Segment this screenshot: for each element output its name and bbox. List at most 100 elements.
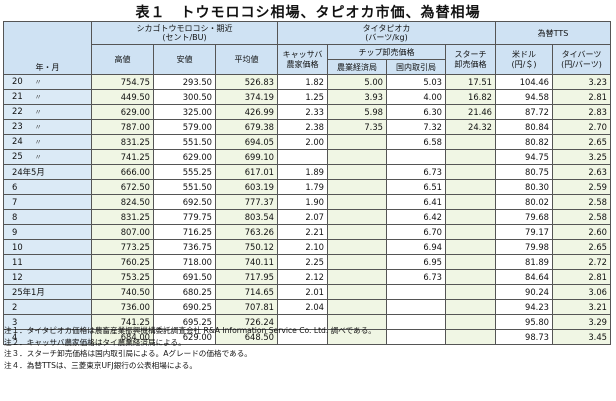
cell-starch xyxy=(445,284,496,300)
cell-high: 753.25 xyxy=(91,269,154,285)
row-label: 25 〃 xyxy=(3,149,92,165)
cell-high: 741.25 xyxy=(91,314,154,330)
cell-low: 779.75 xyxy=(153,209,216,225)
cell-dom: 4.00 xyxy=(386,89,446,105)
cell-agri xyxy=(327,269,387,285)
header-low: 安値 xyxy=(153,44,216,75)
header-avg: 平均値 xyxy=(215,44,278,75)
cell-high: 449.50 xyxy=(91,89,154,105)
cell-low: 579.00 xyxy=(153,119,216,135)
header-high: 高値 xyxy=(91,44,154,75)
cell-usd: 81.89 xyxy=(495,254,553,270)
cell-cassava: 2.12 xyxy=(277,269,328,285)
table-row: 21 〃 449.50 300.50 374.19 1.25 3.93 4.00 16.82 94… xyxy=(3,89,611,105)
table-title: 表１ トウモロコシ相場、タピオカ市価、為替相場 xyxy=(135,5,481,21)
table-row: 12 753.25 691.50 717.95 2.12 6.73 84.64 2.81 xyxy=(3,269,611,285)
header-baht-b: (円/バーツ) xyxy=(561,59,602,69)
cell-dom: 7.32 xyxy=(386,119,446,135)
row-ditto-mark: 〃 xyxy=(34,123,42,131)
cell-baht: 3.29 xyxy=(552,314,611,330)
cell-high: 760.25 xyxy=(91,254,154,270)
cell-baht: 2.60 xyxy=(552,224,611,240)
table-row: 7 824.50 692.50 777.37 1.90 6.41 80.02 2.58 xyxy=(3,194,611,210)
cell-usd: 80.02 xyxy=(495,194,553,210)
cell-dom: 6.42 xyxy=(386,209,446,225)
cell-dom: 6.30 xyxy=(386,104,446,120)
cell-starch xyxy=(445,224,496,240)
table-row: 22 〃 629.00 325.00 426.99 2.33 5.98 6.30 21.46 87… xyxy=(3,104,611,120)
cell-usd: 104.46 xyxy=(495,74,553,90)
row-label: 11 xyxy=(3,254,92,270)
cell-starch: 16.82 xyxy=(445,89,496,105)
cell-avg: 603.19 xyxy=(215,179,278,195)
cell-agri xyxy=(327,239,387,255)
cell-high: 740.50 xyxy=(91,284,154,300)
cell-agri xyxy=(327,329,387,345)
cell-cassava: 2.01 xyxy=(277,284,328,300)
row-ditto-mark: 〃 xyxy=(34,138,42,146)
cell-agri: 5.98 xyxy=(327,104,387,120)
cell-low: 325.00 xyxy=(153,104,216,120)
cell-usd: 79.98 xyxy=(495,239,553,255)
table-row: 24年5月 666.00 555.25 617.01 1.89 6.73 80.75 2.63 xyxy=(3,164,611,180)
row-ditto-mark: 〃 xyxy=(34,153,42,161)
cell-agri xyxy=(327,164,387,180)
cell-dom: 6.58 xyxy=(386,134,446,150)
cell-baht: 3.21 xyxy=(552,299,611,315)
cell-baht: 2.81 xyxy=(552,89,611,105)
cell-low: 555.25 xyxy=(153,164,216,180)
row-year: 4 xyxy=(12,331,18,342)
cell-cassava: 1.82 xyxy=(277,74,328,90)
cell-avg: 426.99 xyxy=(215,104,278,120)
cell-starch xyxy=(445,134,496,150)
cell-agri xyxy=(327,254,387,270)
cell-avg: 526.83 xyxy=(215,74,278,90)
header-fx: 為替TTS xyxy=(495,21,611,45)
cell-high: 672.50 xyxy=(91,179,154,195)
cell-cassava: 2.33 xyxy=(277,104,328,120)
cell-dom xyxy=(386,299,446,315)
cell-avg: 763.26 xyxy=(215,224,278,240)
cell-avg: 648.50 xyxy=(215,329,278,345)
header-thai-label: タイタピオカ xyxy=(362,23,411,33)
cell-starch xyxy=(445,164,496,180)
row-year: 6 xyxy=(12,181,18,192)
cell-high: 736.00 xyxy=(91,299,154,315)
cell-baht: 2.63 xyxy=(552,164,611,180)
cell-agri xyxy=(327,194,387,210)
table-row: 25年1月 740.50 680.25 714.65 2.01 90.24 3.06 xyxy=(3,284,611,300)
cell-baht: 3.25 xyxy=(552,149,611,165)
cell-high: 666.00 xyxy=(91,164,154,180)
row-ditto-mark: 〃 xyxy=(34,108,42,116)
header-thai-unit: (バーツ/kg) xyxy=(365,33,408,42)
header-usd-b: (円/＄) xyxy=(511,59,537,69)
row-year: 12 xyxy=(12,271,23,282)
row-year: 9 xyxy=(12,226,18,237)
cell-usd: 98.73 xyxy=(495,329,553,345)
row-year: 24年5月 xyxy=(12,166,45,177)
cell-dom xyxy=(386,149,446,165)
cell-high: 824.50 xyxy=(91,194,154,210)
row-label: 24年5月 xyxy=(3,164,92,180)
cell-low: 629.00 xyxy=(153,149,216,165)
table-row: 3 741.25 695.25 726.24 95.80 3.29 xyxy=(3,314,611,330)
cell-starch: 24.32 xyxy=(445,119,496,135)
cell-baht: 3.45 xyxy=(552,329,611,345)
cell-low: 300.50 xyxy=(153,89,216,105)
cell-usd: 94.23 xyxy=(495,299,553,315)
cell-cassava: 2.00 xyxy=(277,134,328,150)
cell-avg: 679.38 xyxy=(215,119,278,135)
cell-dom xyxy=(386,284,446,300)
table-row: 6 672.50 551.50 603.19 1.79 6.51 80.30 2.59 xyxy=(3,179,611,195)
header-cassava-a: キャッサバ xyxy=(282,50,323,59)
row-year: 20 xyxy=(12,76,23,86)
cell-baht: 2.72 xyxy=(552,254,611,270)
cell-cassava: 1.89 xyxy=(277,164,328,180)
header-baht: タイバーツ (円/バーツ) xyxy=(552,44,611,75)
row-label: 6 xyxy=(3,179,92,195)
cell-baht: 2.65 xyxy=(552,134,611,150)
cell-high: 773.25 xyxy=(91,239,154,255)
cell-starch xyxy=(445,299,496,315)
cell-high: 831.25 xyxy=(91,134,154,150)
cell-avg: 617.01 xyxy=(215,164,278,180)
